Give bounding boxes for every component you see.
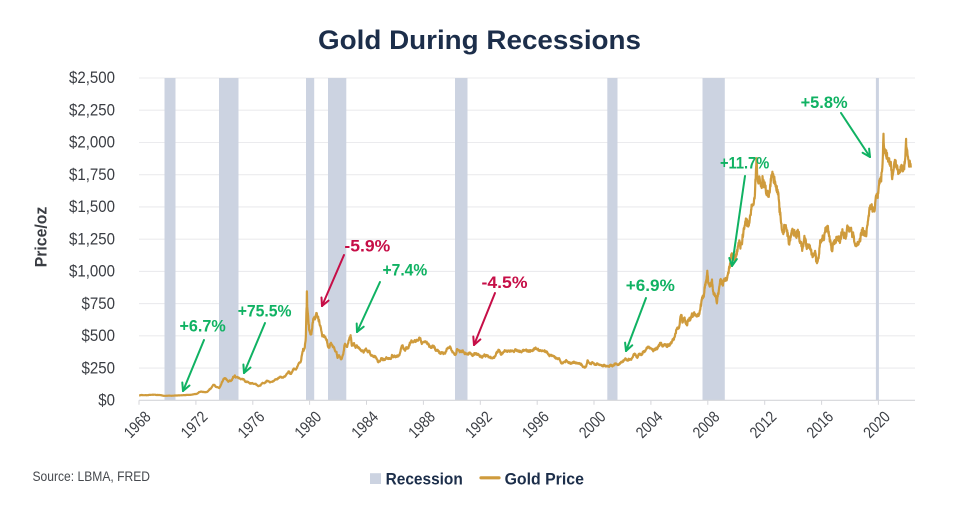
svg-text:+6.9%: +6.9% xyxy=(626,277,676,295)
svg-text:$1,000: $1,000 xyxy=(69,263,115,281)
svg-text:$2,000: $2,000 xyxy=(69,134,115,152)
svg-text:$1,500: $1,500 xyxy=(69,198,115,216)
svg-text:Price/oz: Price/oz xyxy=(33,207,51,268)
svg-text:Source: LBMA, FRED: Source: LBMA, FRED xyxy=(33,469,151,484)
svg-text:-5.9%: -5.9% xyxy=(344,238,390,256)
svg-text:Recession: Recession xyxy=(386,470,463,489)
svg-text:$750: $750 xyxy=(82,295,116,313)
svg-text:Gold Price: Gold Price xyxy=(505,470,584,489)
svg-text:+5.8%: +5.8% xyxy=(801,94,849,112)
svg-text:-4.5%: -4.5% xyxy=(482,274,528,292)
svg-text:+7.4%: +7.4% xyxy=(383,262,428,280)
svg-text:$0: $0 xyxy=(98,392,115,410)
svg-text:Gold During Recessions: Gold During Recessions xyxy=(318,24,641,55)
svg-text:$1,250: $1,250 xyxy=(69,230,115,248)
svg-text:+6.7%: +6.7% xyxy=(180,318,227,336)
svg-text:$2,500: $2,500 xyxy=(69,69,115,87)
svg-text:+11.7%: +11.7% xyxy=(720,155,770,173)
svg-text:$2,250: $2,250 xyxy=(69,101,115,119)
svg-text:+75.5%: +75.5% xyxy=(238,303,292,321)
svg-text:$500: $500 xyxy=(82,327,116,345)
svg-text:$1,750: $1,750 xyxy=(69,166,115,184)
svg-text:$250: $250 xyxy=(82,359,116,377)
